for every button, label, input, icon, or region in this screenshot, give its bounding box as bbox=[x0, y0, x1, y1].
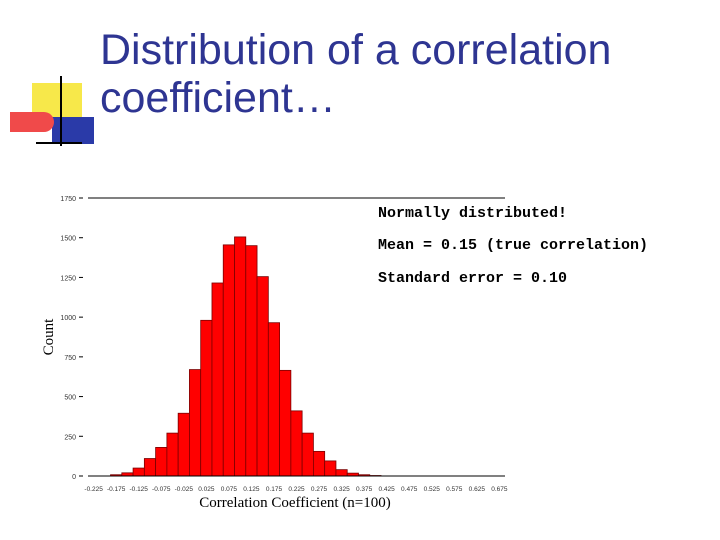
y-tick-labels: 0 250 500 750 1000 1250 1500 1750 bbox=[60, 196, 76, 481]
slide-title: Distribution of a correlation coefficien… bbox=[100, 26, 700, 122]
histogram-bar bbox=[245, 245, 258, 477]
histogram-bar bbox=[290, 410, 303, 477]
y-tick-label: 1750 bbox=[60, 196, 76, 203]
x-tick-label: 0.275 bbox=[311, 486, 328, 493]
histogram-bar bbox=[313, 450, 326, 477]
y-tick-label: 250 bbox=[64, 434, 76, 441]
x-tick-label: 0.625 bbox=[469, 486, 486, 493]
histogram-bar bbox=[211, 282, 224, 477]
histogram-bar bbox=[279, 369, 292, 477]
decor-horizontal-line bbox=[36, 142, 82, 144]
histogram-bar bbox=[222, 244, 235, 477]
x-tick-label: 0.675 bbox=[491, 486, 508, 493]
histogram-bar bbox=[256, 276, 269, 477]
histogram-bar bbox=[155, 447, 168, 477]
x-tick-label: -0.075 bbox=[152, 486, 171, 493]
annotation-mean: Mean = 0.15 (true correlation) bbox=[378, 237, 649, 254]
x-tick-label: -0.125 bbox=[129, 486, 148, 493]
x-tick-label: 0.075 bbox=[221, 486, 238, 493]
annotation-stderr: Standard error = 0.10 bbox=[378, 270, 568, 287]
histogram-bar bbox=[166, 432, 179, 477]
histogram-bar bbox=[301, 432, 314, 477]
y-tick-label: 1250 bbox=[60, 275, 76, 282]
x-tick-label: 0.025 bbox=[198, 486, 215, 493]
y-axis-label: Count bbox=[41, 318, 57, 356]
x-tick-label: 0.425 bbox=[379, 486, 396, 493]
slide-title-line2: coefficient… bbox=[100, 74, 336, 122]
decor-red-bar bbox=[10, 112, 54, 132]
histogram-bar bbox=[324, 460, 337, 477]
x-tick-labels: -0.225 -0.175 -0.125 -0.075 -0.025 0.025 0.075… bbox=[84, 486, 507, 493]
x-tick-label: -0.025 bbox=[175, 486, 194, 493]
y-tick-label: 750 bbox=[64, 355, 76, 362]
x-tick-label: 0.575 bbox=[446, 486, 463, 493]
x-tick-label: 0.175 bbox=[266, 486, 283, 493]
y-tick-label: 1500 bbox=[60, 236, 76, 243]
histogram-bar bbox=[189, 369, 202, 477]
x-tick-label: 0.225 bbox=[288, 486, 305, 493]
x-tick-label: 0.125 bbox=[243, 486, 260, 493]
x-tick-label: -0.175 bbox=[107, 486, 126, 493]
x-tick-label: 0.375 bbox=[356, 486, 373, 493]
x-axis-label: Correlation Coefficient (n=100) bbox=[199, 495, 390, 511]
decor-vertical-line bbox=[60, 76, 62, 146]
histogram-bar bbox=[335, 469, 348, 477]
x-tick-label: 0.525 bbox=[424, 486, 441, 493]
histogram-bar bbox=[234, 236, 247, 477]
annotation-normal: Normally distributed! bbox=[378, 205, 568, 222]
histogram-bar bbox=[177, 412, 190, 477]
y-tick-label: 1000 bbox=[60, 315, 76, 322]
slide-title-line1: Distribution of a correlation bbox=[100, 26, 612, 74]
x-tick-label: -0.225 bbox=[84, 486, 103, 493]
histogram-bars bbox=[110, 236, 382, 477]
x-tick-label: 0.325 bbox=[333, 486, 350, 493]
y-tick-label: 500 bbox=[64, 395, 76, 402]
y-tick-label: 0 bbox=[72, 474, 76, 481]
x-tick-label: 0.475 bbox=[401, 486, 418, 493]
chart-axes bbox=[79, 197, 505, 477]
histogram-bar bbox=[143, 458, 157, 477]
histogram-bar bbox=[200, 319, 213, 477]
decor-blue-square bbox=[52, 117, 94, 144]
histogram-bar bbox=[132, 467, 145, 477]
histogram-bar bbox=[267, 322, 280, 477]
